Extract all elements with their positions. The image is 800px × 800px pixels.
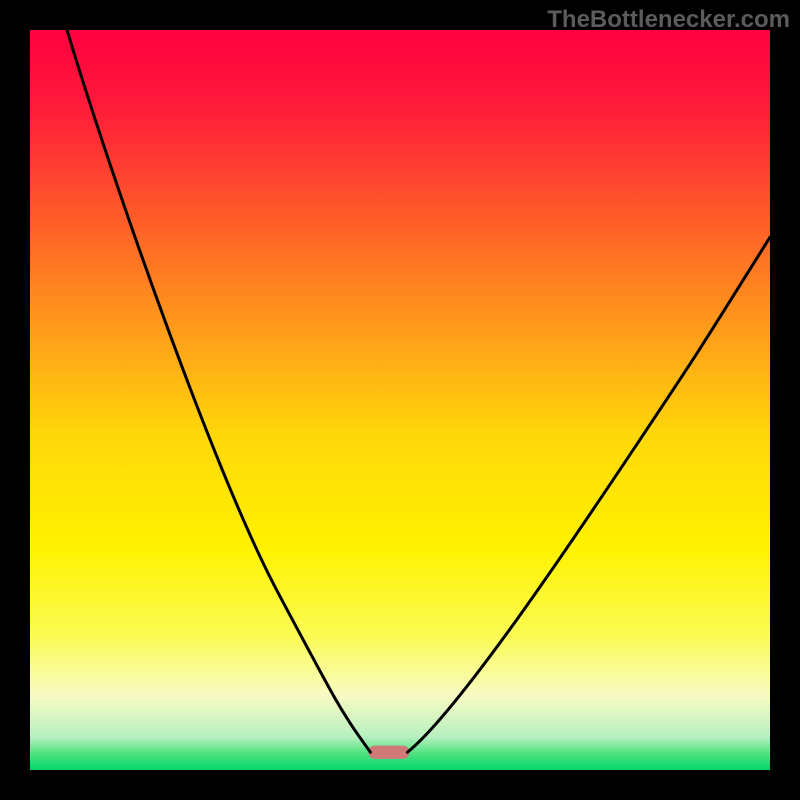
minimum-marker — [369, 746, 410, 759]
gradient-background — [30, 30, 770, 770]
watermark-text: TheBottlenecker.com — [547, 6, 790, 34]
bottleneck-curve-chart — [30, 30, 770, 770]
plot-area — [30, 30, 770, 770]
chart-frame: TheBottlenecker.com — [0, 0, 800, 800]
